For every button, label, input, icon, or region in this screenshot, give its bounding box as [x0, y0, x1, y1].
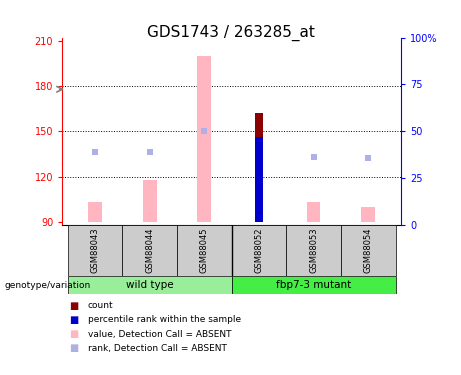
Text: ■: ■	[69, 315, 78, 325]
Text: count: count	[88, 301, 113, 310]
Bar	[177, 225, 232, 276]
Text: rank, Detection Call = ABSENT: rank, Detection Call = ABSENT	[88, 344, 226, 353]
Text: GSM88043: GSM88043	[90, 228, 100, 273]
Bar	[231, 225, 286, 276]
Bar	[341, 225, 396, 276]
Bar	[307, 202, 320, 222]
Bar	[231, 276, 396, 294]
Text: ■: ■	[69, 329, 78, 339]
Bar	[122, 225, 177, 276]
Bar	[68, 276, 232, 294]
Bar	[286, 225, 341, 276]
Text: percentile rank within the sample: percentile rank within the sample	[88, 315, 241, 324]
Text: GSM88044: GSM88044	[145, 228, 154, 273]
Text: GSM88053: GSM88053	[309, 228, 318, 273]
Text: ■: ■	[69, 301, 78, 310]
Bar	[68, 225, 122, 276]
Bar	[88, 202, 102, 222]
Text: genotype/variation: genotype/variation	[5, 281, 91, 290]
Text: GSM88052: GSM88052	[254, 228, 264, 273]
Bar	[361, 207, 375, 222]
Text: ■: ■	[69, 344, 78, 353]
Text: fbp7-3 mutant: fbp7-3 mutant	[276, 280, 351, 290]
Bar	[143, 180, 156, 222]
Bar	[255, 137, 263, 222]
Text: GDS1743 / 263285_at: GDS1743 / 263285_at	[147, 24, 314, 40]
Text: GSM88054: GSM88054	[364, 228, 373, 273]
Text: GSM88045: GSM88045	[200, 228, 209, 273]
Bar	[197, 56, 211, 222]
Text: value, Detection Call = ABSENT: value, Detection Call = ABSENT	[88, 330, 231, 339]
Text: wild type: wild type	[126, 280, 173, 290]
Bar	[255, 113, 263, 222]
